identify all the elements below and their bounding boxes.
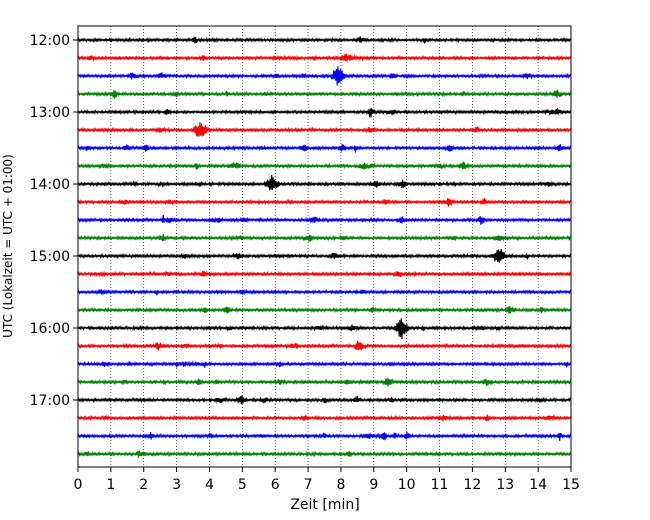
trace-line: [77, 197, 572, 207]
trace-line: [77, 340, 572, 351]
x-tick-label: 6: [271, 477, 280, 493]
trace-line: [77, 431, 572, 441]
trace-line: [77, 36, 572, 44]
trace-line: [77, 414, 572, 422]
trace-line: [77, 395, 572, 405]
y-tick-label: 16:00: [30, 321, 70, 337]
trace-line: [77, 450, 572, 458]
x-tick-label: 1: [106, 477, 115, 493]
trace-line: [77, 318, 572, 340]
trace-line: [77, 377, 572, 387]
trace-line: [77, 66, 572, 86]
x-tick-label: 3: [172, 477, 181, 493]
y-tick-label: 14:00: [30, 177, 70, 193]
trace-line: [77, 53, 572, 62]
trace-line: [77, 269, 572, 278]
x-tick-label: 7: [304, 477, 313, 493]
trace-line: [77, 107, 572, 118]
y-axis-ticks: 12:00 13:00 14:00 15:00 16:00 17:00: [30, 33, 78, 409]
y-tick-label: 15:00: [30, 249, 70, 265]
y-tick-label: 12:00: [30, 33, 70, 49]
trace-line: [77, 122, 572, 137]
trace-line: [77, 305, 572, 314]
trace-line: [77, 360, 572, 368]
x-tick-label: 9: [369, 477, 378, 493]
x-tick-label: 2: [139, 477, 148, 493]
x-tick-label: 15: [562, 477, 580, 493]
x-tick-label: 13: [496, 477, 514, 493]
x-tick-label: 14: [529, 477, 547, 493]
y-tick-label: 17:00: [30, 393, 70, 409]
trace-line: [77, 89, 572, 99]
x-tick-label: 8: [336, 477, 345, 493]
x-axis-title: Zeit [min]: [290, 497, 359, 513]
trace-line: [77, 288, 572, 296]
x-tick-label: 11: [431, 477, 449, 493]
x-tick-label: 5: [238, 477, 247, 493]
y-axis-title: UTC (Lokalzeit = UTC + 01:00): [1, 154, 15, 338]
trace-line: [77, 234, 572, 242]
trace-line: [77, 248, 572, 263]
plot-frame: [77, 25, 572, 468]
x-axis-ticks: 0 1 2 3 4 5 6 7 8 9 10 11 12 13 14 15: [74, 467, 580, 493]
trace-line: [77, 144, 572, 153]
x-tick-label: 12: [463, 477, 481, 493]
y-tick-label: 13:00: [30, 105, 70, 121]
x-tick-label: 0: [74, 477, 83, 493]
trace-line: [77, 214, 572, 225]
trace-line: [77, 161, 572, 170]
x-tick-label: 10: [398, 477, 416, 493]
trace-line: [77, 174, 572, 191]
x-tick-label: 4: [205, 477, 214, 493]
seismic-traces: [77, 36, 572, 458]
